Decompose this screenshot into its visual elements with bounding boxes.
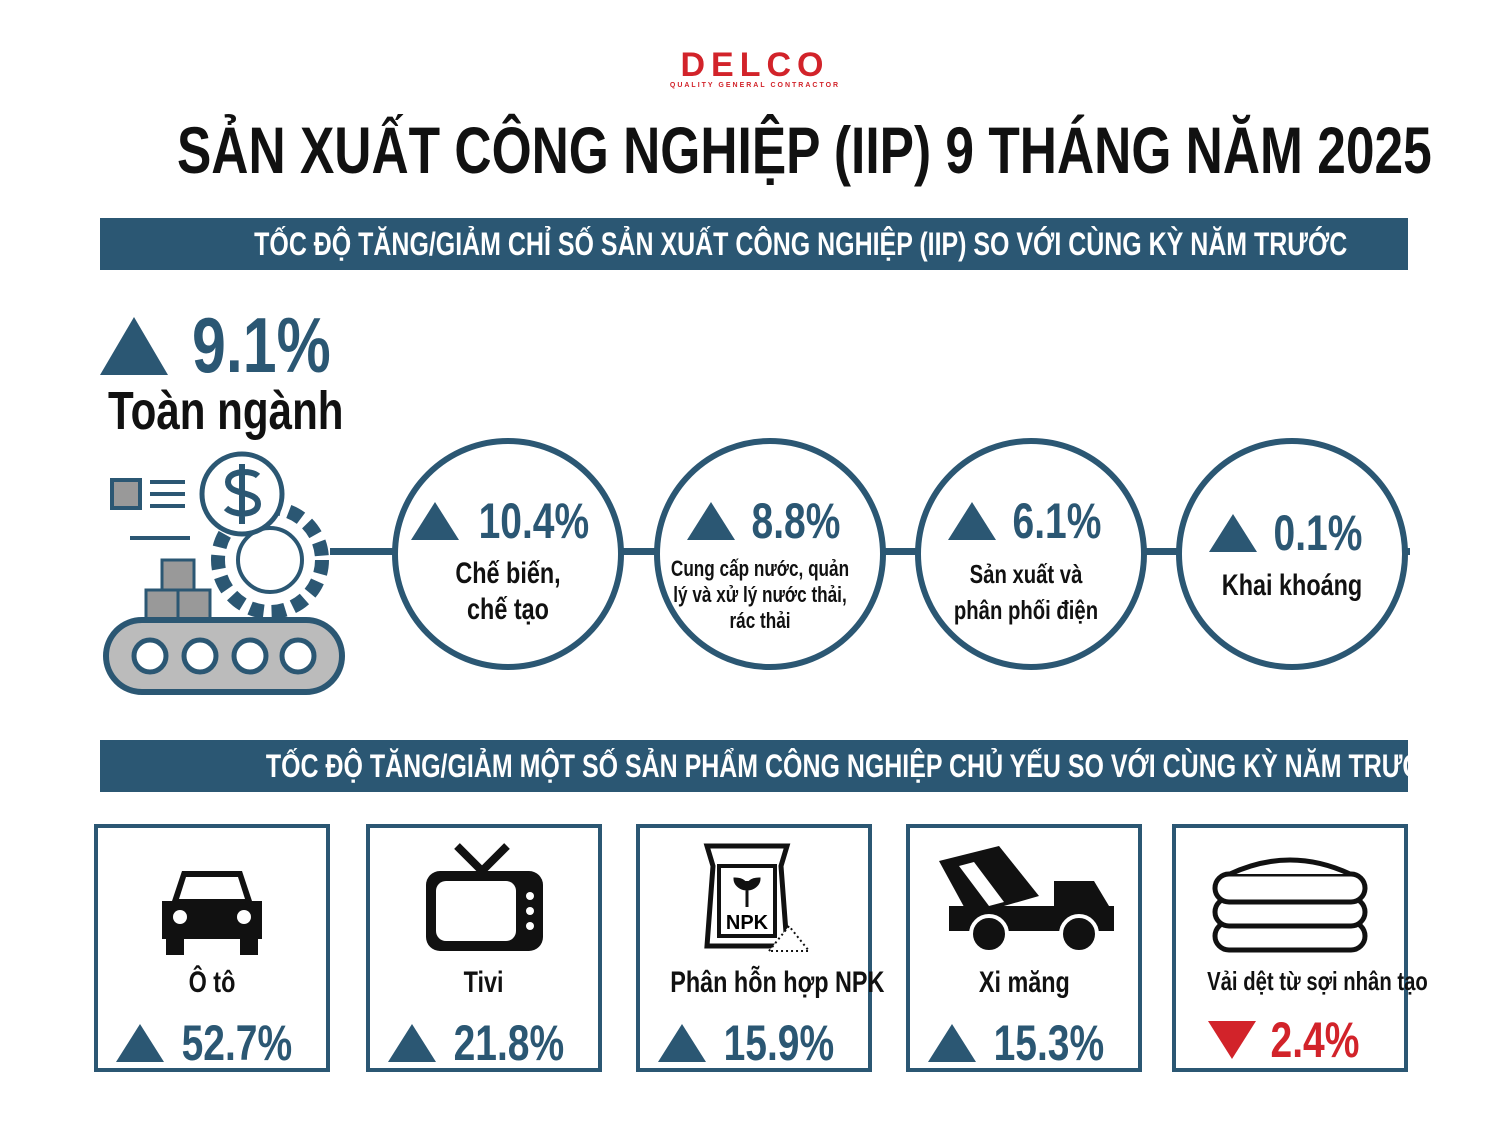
svg-text:NPK: NPK	[726, 912, 769, 934]
sector-circle-water: 8.8% Cung cấp nước, quản lý và xử lý nướ…	[654, 438, 886, 670]
page-title: SẢN XUẤT CÔNG NGHIỆP (IIP) 9 THÁNG NĂM 2…	[176, 113, 1432, 187]
up-triangle-icon	[948, 502, 997, 540]
logo-brand: DELCO	[680, 46, 830, 84]
cement-truck-icon	[939, 846, 1114, 954]
industry-icon	[103, 451, 345, 695]
logo-tagline: QUALITY GENERAL CONTRACTOR	[669, 82, 841, 89]
total-label: Toàn ngành	[108, 381, 344, 441]
up-triangle-icon	[116, 1024, 165, 1062]
fertilizer-bag-icon: NPK	[703, 843, 809, 952]
up-triangle-icon	[658, 1024, 707, 1062]
logo: DELCO QUALITY GENERAL CONTRACTOR	[660, 48, 850, 89]
up-triangle-icon	[1209, 514, 1258, 552]
product-card-fabric: Vải dệt từ sợi nhân tạo 2.4%	[1172, 824, 1428, 1072]
tv-icon	[425, 843, 543, 951]
sector-circle-electricity: 6.1% Sản xuất và phân phối điện	[915, 438, 1147, 670]
product-card-tv: Tivi 21.8%	[366, 824, 602, 1072]
up-triangle-icon	[100, 316, 168, 375]
up-triangle-icon	[411, 502, 460, 540]
up-triangle-icon	[388, 1024, 437, 1062]
up-triangle-icon	[928, 1024, 977, 1062]
section2-heading: TỐC ĐỘ TĂNG/GIẢM MỘT SỐ SẢN PHẨM CÔNG NG…	[100, 740, 1442, 792]
car-icon	[162, 871, 262, 955]
section1-heading: TỐC ĐỘ TĂNG/GIẢM CHỈ SỐ SẢN XUẤT CÔNG NG…	[100, 218, 1408, 270]
sector-circle-manufacturing: 10.4% Chế biến, chế tạo	[392, 438, 624, 670]
product-card-car: Ô tô 52.7%	[94, 824, 330, 1072]
product-card-cement: Xi măng 15.3%	[906, 824, 1142, 1072]
down-triangle-icon	[1208, 1021, 1257, 1059]
fabric-stack-icon	[1212, 857, 1368, 953]
total-growth: 9.1%	[100, 300, 370, 391]
product-card-npk: NPK Phân hỗn hợp NPK 15.9%	[636, 824, 884, 1072]
sector-circle-mining: 0.1% Khai khoáng	[1176, 438, 1408, 670]
up-triangle-icon	[687, 502, 736, 540]
